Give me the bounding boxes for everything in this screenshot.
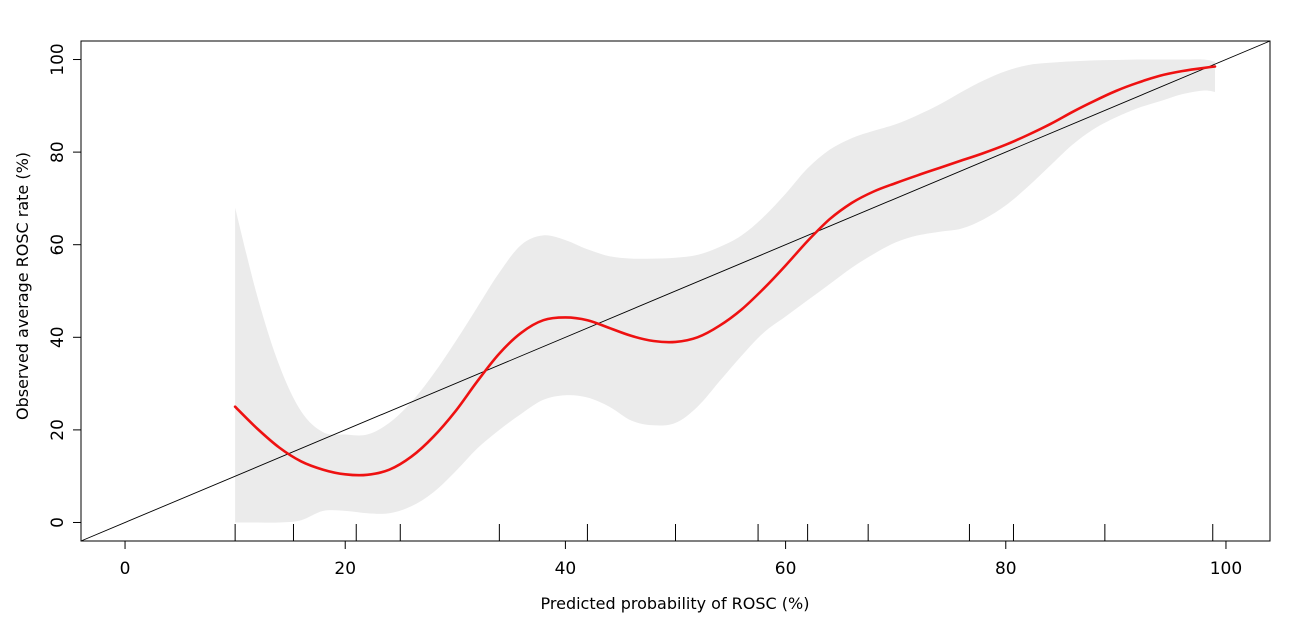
confidence-band-layer <box>235 59 1216 523</box>
x-tick-label: 100 <box>1210 559 1242 579</box>
y-tick-label: 20 <box>48 419 68 441</box>
calibration-curve-layer <box>233 65 1217 477</box>
x-tick-label: 0 <box>120 559 131 579</box>
x-tick-label: 40 <box>555 559 577 579</box>
x-axis-title: Predicted probability of ROSC (%) <box>541 594 810 613</box>
rug-ticks-layer <box>234 524 1214 541</box>
confidence-band <box>235 59 1216 523</box>
y-tick-label: 40 <box>48 326 68 348</box>
y-axis: 0 20 40 60 80 100 <box>48 43 82 528</box>
y-tick-label: 80 <box>48 141 68 163</box>
y-tick-label: 0 <box>48 517 68 528</box>
x-tick-label: 80 <box>995 559 1017 579</box>
reference-line-layer <box>80 40 1271 542</box>
y-tick-label: 60 <box>48 234 68 256</box>
x-tick-label: 60 <box>775 559 797 579</box>
calibration-curve <box>233 65 1217 477</box>
y-axis-title: Observed average ROSC rate (%) <box>13 152 32 420</box>
x-tick-label: 20 <box>334 559 356 579</box>
y-tick-label: 100 <box>48 43 68 75</box>
reference-diagonal-line <box>80 40 1271 542</box>
x-axis: 0 20 40 60 80 100 <box>120 540 1242 579</box>
